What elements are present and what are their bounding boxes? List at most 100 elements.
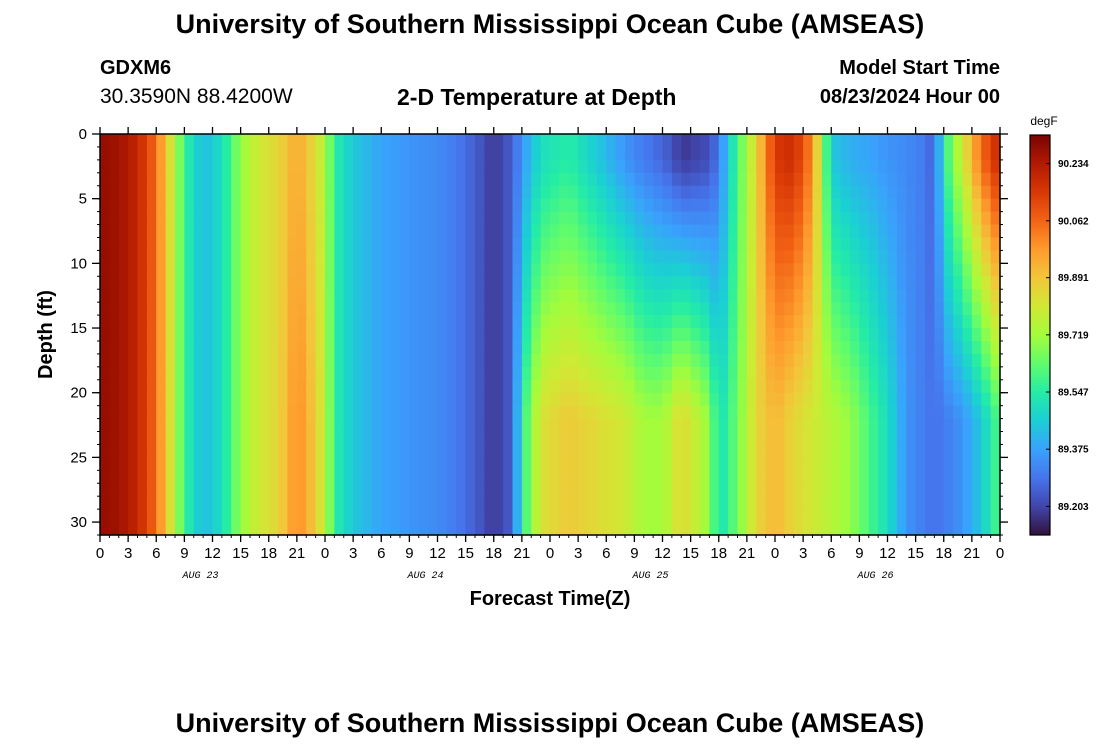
heatmap-cell <box>221 134 232 148</box>
heatmap-cell <box>146 198 157 213</box>
heatmap-cell <box>700 211 710 226</box>
heatmap-cell <box>925 198 935 213</box>
heatmap-cell <box>953 496 964 510</box>
heatmap-cell <box>793 185 804 200</box>
heatmap-cell <box>362 134 373 148</box>
heatmap-cell <box>728 211 739 226</box>
heatmap-cell <box>953 444 964 458</box>
heatmap-cell <box>943 198 954 213</box>
heatmap-cell <box>231 405 242 420</box>
heatmap-cell <box>193 250 204 264</box>
heatmap-cell <box>306 185 317 200</box>
heatmap-cell <box>681 263 692 277</box>
heatmap-cell <box>990 392 1001 407</box>
heatmap-cell <box>925 431 935 446</box>
heatmap-cell <box>353 457 364 471</box>
heatmap-cell <box>971 444 982 458</box>
x-tick-label: 3 <box>349 545 357 562</box>
heatmap-cell <box>615 431 626 446</box>
heatmap-cell <box>990 522 1001 536</box>
heatmap-cell <box>156 224 167 239</box>
heatmap-cell <box>390 302 401 316</box>
heatmap-cell <box>521 353 532 368</box>
heatmap-cell <box>334 276 345 290</box>
heatmap-cell <box>859 185 870 200</box>
heatmap-cell <box>718 522 729 536</box>
heatmap-cell <box>128 379 139 394</box>
heatmap-cell <box>868 470 879 484</box>
heatmap-cell <box>981 172 992 187</box>
heatmap-cell <box>540 185 551 200</box>
heatmap-cell <box>156 250 167 264</box>
heatmap-cell <box>428 392 439 407</box>
heatmap-cell <box>821 340 832 355</box>
heatmap-cell <box>746 159 757 174</box>
heatmap-cell <box>934 522 945 536</box>
heatmap-cell <box>334 340 345 355</box>
heatmap-cell <box>240 289 251 303</box>
heatmap-cell <box>840 315 851 329</box>
heatmap-cell <box>953 211 964 226</box>
heatmap-cell <box>859 250 870 264</box>
heatmap-cell <box>803 431 814 446</box>
heatmap-cell <box>737 509 748 523</box>
heatmap-cell <box>971 509 982 523</box>
heatmap-cell <box>550 405 560 420</box>
heatmap-cell <box>362 470 373 484</box>
heatmap-cell <box>371 340 382 355</box>
heatmap-cell <box>559 263 570 277</box>
heatmap-cell <box>109 405 120 420</box>
x-tick-label: 21 <box>514 545 531 562</box>
heatmap-cell <box>446 509 457 523</box>
heatmap-cell <box>475 263 485 277</box>
heatmap-cell <box>371 211 382 226</box>
heatmap-cell <box>175 302 185 316</box>
heatmap-cell <box>784 522 795 536</box>
heatmap-cell <box>578 185 589 200</box>
heatmap-cell <box>990 315 1001 329</box>
heatmap-cell <box>953 379 964 394</box>
heatmap-cell <box>512 315 523 329</box>
heatmap-cell <box>231 315 242 329</box>
heatmap-cell <box>981 509 992 523</box>
heatmap-cell <box>381 392 392 407</box>
heatmap-cell <box>428 405 439 420</box>
heatmap-cell <box>521 457 532 471</box>
heatmap-cell <box>409 315 420 329</box>
heatmap-cell <box>203 418 214 433</box>
heatmap-cell <box>381 302 392 316</box>
heatmap-cell <box>437 172 448 187</box>
heatmap-cell <box>259 470 270 484</box>
heatmap-cell <box>671 509 682 523</box>
heatmap-cell <box>240 159 251 174</box>
heatmap-cell <box>568 522 579 536</box>
heatmap-cell <box>146 172 157 187</box>
heatmap-cell <box>596 224 607 239</box>
heatmap-cell <box>475 431 485 446</box>
heatmap-cell <box>512 444 523 458</box>
heatmap-cell <box>456 185 467 200</box>
heatmap-cell <box>934 211 945 226</box>
heatmap-cell <box>700 237 710 252</box>
heatmap-cell <box>803 328 814 342</box>
heatmap-cell <box>606 405 617 420</box>
heatmap-cell <box>381 483 392 497</box>
heatmap-cell <box>756 470 767 484</box>
heatmap-cell <box>503 315 514 329</box>
heatmap-cell <box>700 146 710 161</box>
heatmap-cell <box>662 328 673 342</box>
heatmap-cell <box>512 366 523 381</box>
heatmap-cell <box>371 146 382 161</box>
heatmap-cell <box>765 250 776 264</box>
heatmap-cell <box>709 224 720 239</box>
heatmap-cell <box>615 340 626 355</box>
heatmap-cell <box>634 315 645 329</box>
heatmap-cell <box>184 483 195 497</box>
heatmap-cell <box>446 328 457 342</box>
heatmap-cell <box>137 302 148 316</box>
heatmap-cell <box>971 470 982 484</box>
heatmap-cell <box>118 379 129 394</box>
heatmap-cell <box>475 457 485 471</box>
heatmap-cell <box>803 224 814 239</box>
heatmap-cell <box>428 483 439 497</box>
